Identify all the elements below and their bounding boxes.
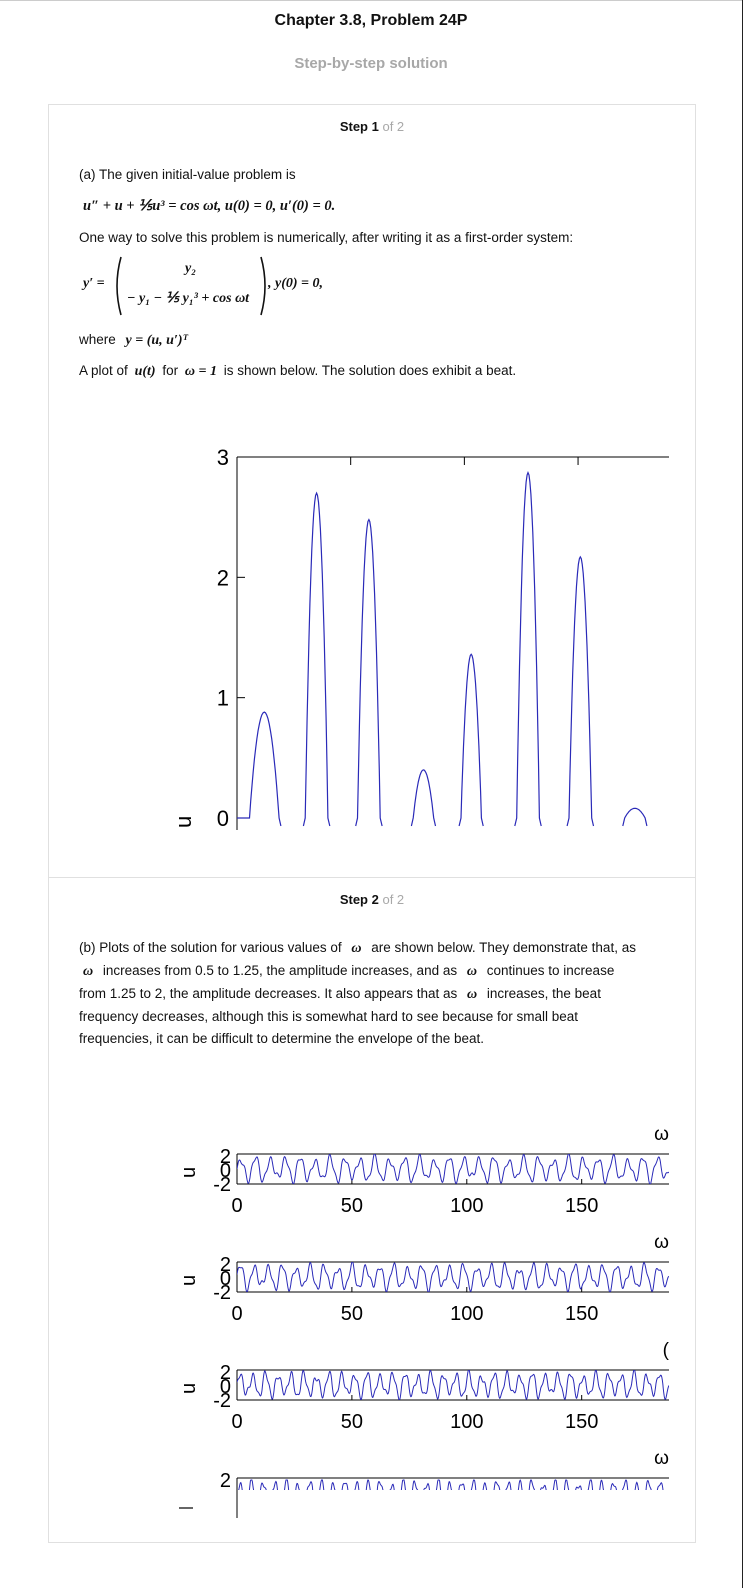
subplot-y-tick-label: 2 — [220, 1362, 231, 1384]
plot-y-tick-label: 3 — [217, 445, 229, 470]
system-row-2: − y₁ − ⅕ y₁³ + cos ωt — [127, 291, 250, 306]
plot-caption-for: for — [162, 363, 179, 378]
subplot-series — [238, 1479, 664, 1490]
subplot-title-partial: ( — [663, 1340, 670, 1361]
plot-peak — [302, 491, 331, 827]
step-1-equation: u″ + u + ⅕u³ = cos ωt, u(0) = 0, u′(0) =… — [83, 198, 336, 214]
page-top-border — [0, 0, 743, 1]
subplot-y-tick-label: 2 — [220, 1146, 231, 1168]
subplot-2: ω20-2u0 50 100 150 — [178, 1232, 669, 1325]
subplot-x-tick-label: 100 — [450, 1411, 483, 1433]
subplot-x-tick-label: 0 — [231, 1303, 242, 1325]
step-1-system-intro: One way to solve this problem is numeric… — [79, 230, 574, 245]
subplot-y-tick-label: 2 — [220, 1254, 231, 1276]
where-line: where y = (u, u′)ᵀ — [79, 329, 659, 352]
step-2-line-1: (b) Plots of the solution for various va… — [79, 937, 669, 960]
subplot-x-tick-label: 50 — [341, 1411, 363, 1433]
step-2-line-2: ω increases from 0.5 to 1.25, the amplit… — [79, 960, 669, 983]
step-2-text: increases from 0.5 to 1.25, the amplitud… — [102, 963, 458, 978]
subplot-series — [237, 1370, 669, 1400]
subplot-x-tick-label: 150 — [565, 1303, 598, 1325]
step-2-panel: Step 2 of 2 (b) Plots of the solution fo… — [48, 877, 696, 1543]
subplot-title-partial: ω — [654, 1124, 669, 1145]
subplot-x-tick-label: 100 — [450, 1303, 483, 1325]
plot-caption-post: is shown below. The solution does exhibi… — [223, 363, 517, 378]
plot-peak — [514, 470, 542, 827]
subplot-x-tick-label: 50 — [341, 1303, 363, 1325]
step-1-panel: Step 1 of 2 (a) The given initial-value … — [48, 104, 696, 879]
subplot-3: (20-2u0 50 100 150 — [178, 1340, 670, 1433]
step-2-line-4: frequency decreases, although this is so… — [79, 1009, 579, 1024]
step-2-line-5: frequencies, it can be difficult to dete… — [79, 1031, 485, 1046]
subplot-y-tick-label: -2 — [213, 1282, 231, 1304]
step-2-paragraph: (b) Plots of the solution for various va… — [79, 937, 669, 1050]
subplot-y-tick-label: 0 — [220, 1160, 231, 1182]
system-row-1: y₂ — [185, 261, 197, 276]
subplot-1: ω20-2u0 50 100 150 — [178, 1124, 669, 1217]
step-1-header: Step 1 of 2 — [49, 119, 695, 134]
plot-peak — [566, 555, 595, 827]
subplot-x-tick-label: 150 — [565, 1411, 598, 1433]
step-2-text: (b) Plots of the solution for various va… — [79, 940, 342, 955]
system-initial-condition: , y(0) = 0, — [268, 276, 324, 291]
step-1-intro: (a) The given initial-value problem is — [79, 167, 296, 182]
page-right-border — [742, 0, 743, 1588]
first-order-system: y′ = y₂ − y₁ − ⅕ y₁³ + cos ωt , y(0) = 0… — [83, 255, 403, 317]
step-2-header: Step 2 of 2 — [49, 892, 695, 907]
step-2-line-3: from 1.25 to 2, the amplitude decreases.… — [79, 983, 669, 1006]
subplot-x-tick-label: 0 — [231, 1195, 242, 1217]
system-brackets — [116, 256, 266, 316]
plot-peak — [622, 807, 648, 827]
plot-peak — [237, 711, 282, 827]
plot-peak — [458, 653, 484, 827]
subplot-x-tick-label: 50 — [341, 1195, 363, 1217]
plot-y-tick-label: 1 — [217, 686, 229, 711]
where-expression: y = (u, u′)ᵀ — [125, 333, 188, 348]
step-2-text: from 1.25 to 2, the amplitude decreases.… — [79, 986, 458, 1001]
plot-y-tick-label: 2 — [217, 565, 229, 590]
plot-y-label: u — [171, 816, 196, 828]
step-2-text: are shown below. They demonstrate that, … — [371, 940, 636, 955]
subplot-y-label: u — [178, 1383, 200, 1394]
step-2-count: of 2 — [382, 892, 405, 907]
omega-symbol: ω — [466, 987, 478, 1002]
subplot-x-tick-label: 0 — [231, 1411, 242, 1433]
plot-y-tick-label: 0 — [217, 806, 229, 831]
system-lhs: y′ = — [83, 276, 105, 291]
subplot-title-partial: ω — [654, 1232, 669, 1253]
subplot-series — [237, 1154, 669, 1184]
subplot-x-tick-label: 150 — [565, 1195, 598, 1217]
plot-caption-omega: ω = 1 — [184, 364, 217, 379]
step-2-label: Step 2 — [339, 892, 379, 907]
step-2-text: continues to increase — [486, 963, 615, 978]
plot-peak — [355, 518, 383, 827]
omega-symbol: ω — [351, 941, 362, 956]
subplot-y-tick-label: 0 — [220, 1376, 231, 1398]
plot-series — [237, 470, 648, 827]
beat-plot-omega-1: 0 1 2 3 u — [171, 445, 669, 831]
subplot-series — [237, 1262, 669, 1292]
step-1-count: of 2 — [382, 119, 405, 134]
subplot-title-partial: ω — [654, 1448, 669, 1469]
omega-symbol: ω — [83, 964, 94, 979]
plot-caption-pre: A plot of — [79, 363, 128, 378]
plot-peak — [410, 769, 437, 827]
subplot-x-tick-label: 100 — [450, 1195, 483, 1217]
subplot-4: ω2 — [179, 1448, 669, 1518]
page-title: Chapter 3.8, Problem 24P — [274, 12, 468, 29]
subplot-y-label: u — [178, 1275, 200, 1286]
where-label: where — [79, 332, 116, 347]
page-subtitle: Step-by-step solution — [294, 55, 448, 72]
subplot-y-label: u — [178, 1167, 200, 1178]
plot-caption: A plot of u(t) for ω = 1 is shown below.… — [79, 360, 659, 383]
omega-symbol: ω — [466, 964, 477, 979]
subplot-y-tick-label: 0 — [220, 1268, 231, 1290]
subplot-y-tick-label: -2 — [213, 1174, 231, 1196]
subplot-y-tick-label: -2 — [213, 1390, 231, 1412]
step-2-text: increases, the beat — [486, 986, 601, 1001]
step-1-label: Step 1 — [339, 119, 379, 134]
subplot-y-tick-label: 2 — [220, 1470, 231, 1492]
plot-caption-u: u(t) — [134, 364, 156, 379]
